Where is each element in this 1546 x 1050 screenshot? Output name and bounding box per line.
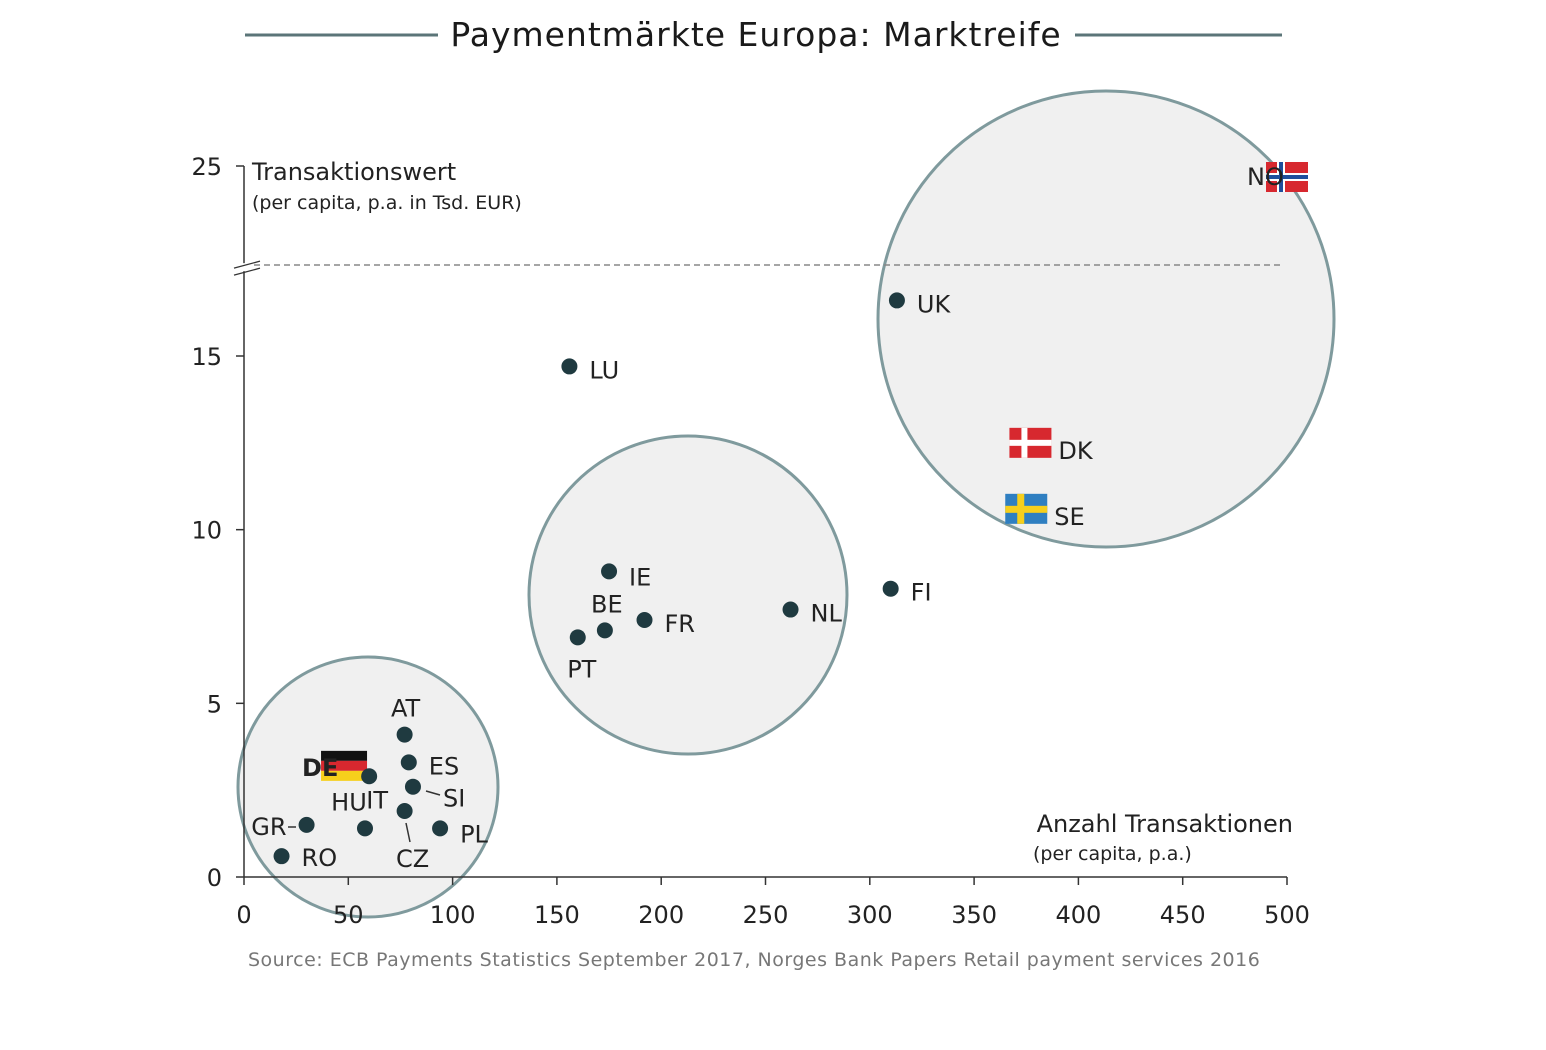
y-axis-sublabel: (per capita, p.a. in Tsd. EUR) xyxy=(252,192,522,214)
y-tick-label: 15 xyxy=(191,343,222,371)
x-axis-sublabel: (per capita, p.a.) xyxy=(1033,843,1192,865)
point-label-se: SE xyxy=(1054,503,1084,531)
point-label-pt: PT xyxy=(567,655,596,683)
point-label-ro: RO xyxy=(302,844,338,872)
x-tick-label: 150 xyxy=(534,901,580,929)
data-point-es xyxy=(400,754,417,771)
point-label-es: ES xyxy=(429,752,459,780)
y-tick-label: 25 xyxy=(191,153,222,181)
x-tick-label: 450 xyxy=(1160,901,1206,929)
cluster-circle-low xyxy=(236,655,500,919)
data-point-gr xyxy=(298,816,315,833)
leader-cz xyxy=(405,822,411,843)
data-point-it xyxy=(361,768,378,785)
x-tick-label: 300 xyxy=(847,901,893,929)
source-note: Source: ECB Payments Statistics Septembe… xyxy=(248,949,1260,971)
data-point-be xyxy=(596,622,613,639)
point-label-lu: LU xyxy=(589,356,619,384)
point-label-de: DE xyxy=(302,754,338,782)
data-point-cz xyxy=(396,803,413,820)
point-label-fi: FI xyxy=(911,579,932,607)
point-label-pl: PL xyxy=(460,820,488,848)
data-point-pl xyxy=(432,820,449,837)
point-label-gr: GR xyxy=(251,813,286,841)
point-label-cz: CZ xyxy=(396,845,429,873)
cluster-circle-high xyxy=(876,89,1336,549)
data-point-nl xyxy=(782,601,799,618)
data-point-ro xyxy=(273,848,290,865)
cluster-circles xyxy=(236,89,1336,919)
data-point-ie xyxy=(601,563,618,580)
cluster-circle-mid xyxy=(527,434,849,756)
data-point-si xyxy=(404,778,421,795)
point-label-nl: NL xyxy=(811,600,843,628)
point-label-be: BE xyxy=(591,590,623,618)
data-point-uk xyxy=(888,292,905,309)
point-label-at: AT xyxy=(391,695,421,723)
x-tick-label: 200 xyxy=(638,901,684,929)
x-tick-label: 100 xyxy=(430,901,476,929)
point-label-ie: IE xyxy=(629,563,651,591)
axes: 0 50 100 150 200 250 300 350 400 450 500 0 5 10 15 25 xyxy=(191,153,1309,929)
x-tick-label: 350 xyxy=(951,901,997,929)
data-point-pt xyxy=(569,629,586,646)
x-tick-label: 500 xyxy=(1264,901,1310,929)
axis-break-gap xyxy=(238,263,250,272)
point-label-hu: HU xyxy=(331,788,367,816)
x-tick-label: 400 xyxy=(1055,901,1101,929)
data-point-fr xyxy=(636,611,653,628)
axis-break-mark xyxy=(233,260,261,269)
label-leader-lines xyxy=(288,790,441,843)
chart-title: Paymentmärkte Europa: Marktreife xyxy=(450,15,1061,54)
data-point-at xyxy=(396,726,413,743)
axis-break-mark xyxy=(233,267,261,276)
y-tick-label: 5 xyxy=(207,690,222,718)
flag-norway-icon xyxy=(1266,162,1308,193)
y-tick-label: 10 xyxy=(191,517,222,545)
flag-denmark-icon xyxy=(1009,427,1052,458)
data-point-fi xyxy=(882,580,899,597)
y-axis-label: Transaktionswert xyxy=(251,158,456,186)
data-points: NO UK LU DK SE FI IE NL FR BE PT AT DE ES IT SI HU CZ GR PL… xyxy=(251,162,1308,873)
point-label-no: NO xyxy=(1247,163,1284,191)
x-tick-label: 0 xyxy=(236,901,251,929)
flag-germany-icon xyxy=(321,750,368,781)
y-tick-label: 0 xyxy=(207,864,222,892)
point-label-uk: UK xyxy=(917,290,952,318)
point-label-si: SI xyxy=(443,785,465,813)
point-label-it: IT xyxy=(366,786,388,814)
point-label-fr: FR xyxy=(665,610,695,638)
data-point-hu xyxy=(356,820,373,837)
x-tick-label: 50 xyxy=(333,901,364,929)
flag-sweden-icon xyxy=(1005,493,1048,524)
leader-si xyxy=(425,790,441,796)
data-point-lu xyxy=(561,358,578,375)
x-tick-label: 250 xyxy=(743,901,789,929)
point-label-dk: DK xyxy=(1058,437,1093,465)
x-axis-label: Anzahl Transaktionen xyxy=(1037,810,1293,838)
